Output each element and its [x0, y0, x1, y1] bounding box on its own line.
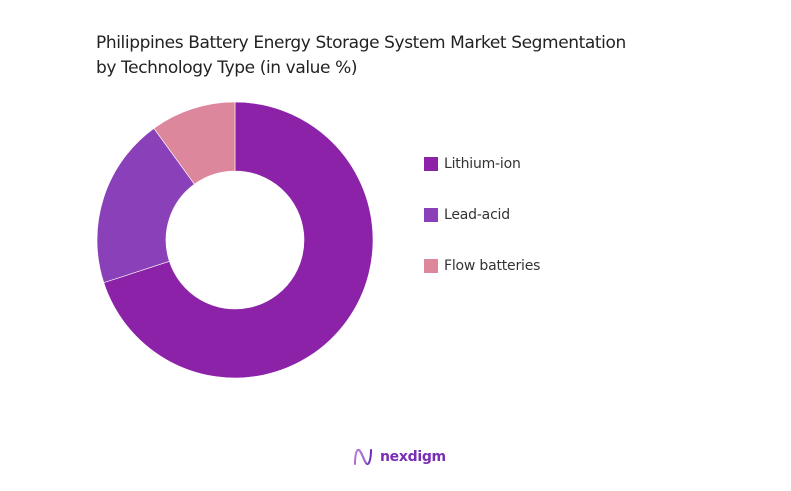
logo-text: nexdigm	[380, 449, 446, 465]
donut-slice-lithium-ion	[103, 101, 374, 379]
legend-swatch	[424, 259, 438, 273]
legend-swatch	[424, 208, 438, 222]
legend-item-lithium-ion: Lithium-ion	[424, 152, 540, 176]
legend-item-lead-acid: Lead-acid	[424, 203, 540, 227]
wave-n-icon	[353, 448, 372, 466]
chart-legend: Lithium-ion Lead-acid Flow batteries	[424, 152, 540, 305]
chart-title-line-1: Philippines Battery Energy Storage Syste…	[96, 33, 626, 53]
nexdigm-logo: nexdigm	[352, 447, 446, 467]
chart-title: Philippines Battery Energy Storage Syste…	[96, 31, 736, 81]
legend-label: Flow batteries	[444, 258, 541, 274]
chart-title-line-2: by Technology Type (in value %)	[96, 58, 358, 78]
legend-swatch	[424, 157, 438, 171]
donut-slice-lead-acid	[96, 127, 195, 284]
legend-item-flow-batteries: Flow batteries	[424, 254, 540, 278]
legend-label: Lead-acid	[444, 207, 510, 223]
donut-slice-flow-batteries	[153, 101, 236, 185]
legend-label: Lithium-ion	[444, 156, 521, 172]
